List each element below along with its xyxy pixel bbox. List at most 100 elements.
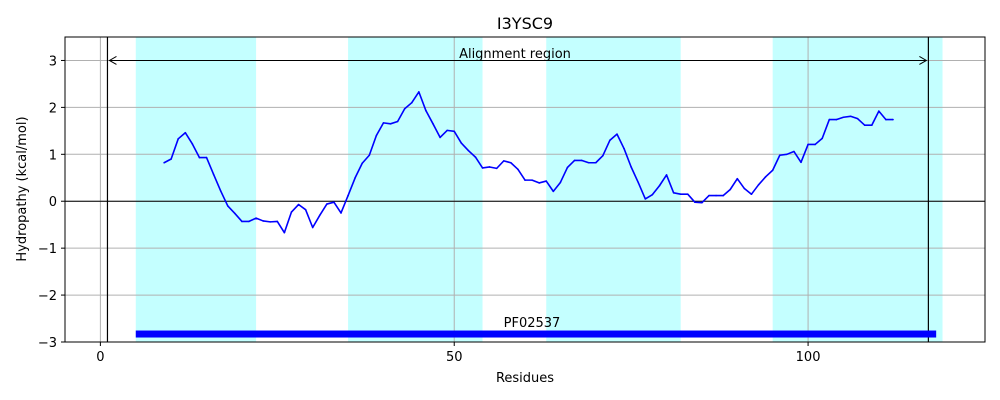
data-point <box>311 226 314 229</box>
data-point <box>750 193 753 195</box>
data-point <box>177 138 180 140</box>
data-point <box>757 184 760 186</box>
data-point <box>212 173 215 176</box>
data-point <box>878 110 880 112</box>
alignment-boundaries <box>106 37 929 342</box>
data-point <box>856 117 859 120</box>
data-point <box>389 123 392 125</box>
data-point <box>333 201 335 203</box>
data-point <box>644 198 647 200</box>
data-point <box>297 203 300 206</box>
data-point <box>382 122 385 124</box>
y-tick-label: 1 <box>49 148 57 163</box>
data-point <box>481 167 484 169</box>
data-point <box>743 187 746 190</box>
data-point <box>885 118 887 121</box>
data-point <box>715 194 717 197</box>
data-point <box>722 194 724 197</box>
domain-bar <box>135 330 937 338</box>
data-point <box>616 133 618 135</box>
data-point <box>630 166 632 168</box>
data-point <box>679 193 682 195</box>
data-point <box>495 167 498 170</box>
plot-frame <box>64 36 986 343</box>
y-tick-label: −2 <box>38 289 57 304</box>
data-point <box>764 176 767 178</box>
data-point <box>234 212 236 215</box>
data-point <box>828 118 831 121</box>
data-point <box>566 166 569 169</box>
data-point <box>729 188 732 191</box>
data-point <box>580 159 583 162</box>
data-point <box>446 129 448 132</box>
data-point <box>347 194 349 197</box>
domain-label: PF02537 <box>504 316 561 331</box>
data-point <box>658 184 661 187</box>
chart-title: I3YSC9 <box>497 14 553 33</box>
data-point <box>396 120 399 123</box>
data-point <box>453 130 456 133</box>
data-point <box>340 212 342 214</box>
data-point <box>538 182 540 184</box>
data-point <box>418 91 420 93</box>
data-point <box>651 193 654 196</box>
data-point <box>623 147 625 150</box>
data-point <box>198 156 201 159</box>
data-point <box>637 181 640 184</box>
data-point <box>163 161 165 164</box>
x-tick-label: 100 <box>796 350 821 365</box>
x-tick-label: 0 <box>96 350 104 365</box>
data-point <box>552 190 555 193</box>
data-point <box>602 154 604 157</box>
data-point <box>269 221 272 223</box>
data-point <box>559 181 562 184</box>
data-point <box>290 211 293 213</box>
alignment-region-label: Alignment region <box>459 47 571 62</box>
data-point <box>375 134 378 137</box>
data-point <box>708 194 710 197</box>
data-point <box>467 149 470 152</box>
data-point <box>807 143 809 146</box>
hydropathy-line <box>163 91 893 234</box>
data-point <box>573 159 576 162</box>
data-point <box>474 156 477 158</box>
data-point <box>686 193 689 195</box>
data-point <box>184 131 187 134</box>
data-point <box>771 169 774 172</box>
data-point <box>241 220 243 223</box>
data-point <box>863 124 866 127</box>
data-point <box>361 162 364 165</box>
domain-bar-group <box>135 330 937 338</box>
data-point <box>432 123 434 125</box>
y-tick-label: −1 <box>38 242 57 257</box>
data-point <box>255 217 257 219</box>
alignment-arrow-group <box>108 56 928 65</box>
y-tick-label: 0 <box>49 195 57 210</box>
data-point <box>821 137 824 140</box>
data-point <box>517 168 519 171</box>
membrane-band-4 <box>772 37 943 342</box>
series-group <box>163 91 894 234</box>
data-point <box>304 208 307 211</box>
data-point <box>226 205 229 207</box>
data-point <box>488 166 491 168</box>
data-point <box>510 161 512 164</box>
data-point <box>786 153 788 156</box>
data-point <box>545 180 548 182</box>
data-point <box>460 142 463 144</box>
data-point <box>842 116 845 119</box>
data-point <box>262 220 264 222</box>
data-point <box>524 179 526 181</box>
x-tick-label: 50 <box>446 350 463 365</box>
data-point <box>835 118 838 121</box>
data-point <box>425 109 427 112</box>
data-point <box>531 179 533 181</box>
membrane-band-1 <box>135 37 257 342</box>
x-axis-ticks: 0 50 100 <box>96 342 820 365</box>
data-point <box>870 124 873 127</box>
data-point <box>410 101 413 104</box>
data-point <box>170 158 172 160</box>
data-point <box>283 231 286 234</box>
